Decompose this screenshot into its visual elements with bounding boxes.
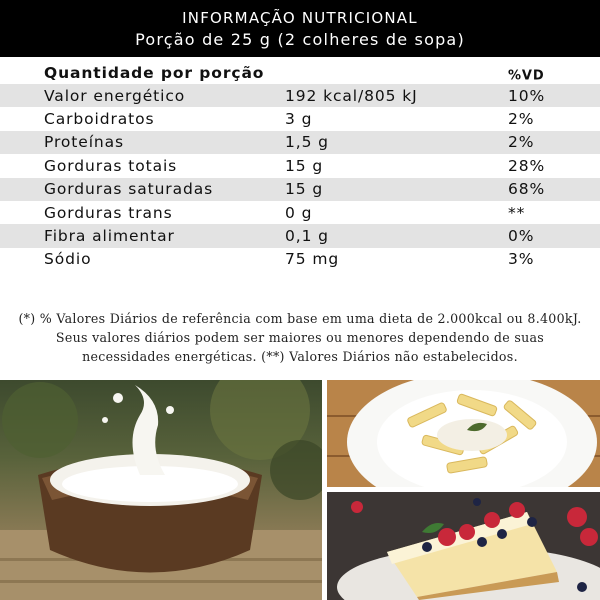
table-row: Sódio 75 mg 3% bbox=[0, 248, 600, 271]
table-row: Gorduras trans 0 g ** bbox=[0, 201, 600, 224]
nutrient-amount: 15 g bbox=[285, 180, 324, 199]
nutrient-amount: 0,1 g bbox=[285, 227, 329, 246]
nutrient-amount: 75 mg bbox=[285, 250, 340, 269]
cheesecake-photo bbox=[327, 492, 600, 600]
nutrient-amount: 192 kcal/805 kJ bbox=[285, 86, 418, 105]
coconut-photo bbox=[0, 380, 322, 600]
nutrient-amount: 1,5 g bbox=[285, 133, 329, 152]
table-row: Valor energético 192 kcal/805 kJ 10% bbox=[0, 84, 600, 108]
table-row: Fibra alimentar 0,1 g 0% bbox=[0, 224, 600, 248]
nutrient-vd: 3% bbox=[508, 250, 535, 269]
quantity-header: Quantidade por porção bbox=[44, 64, 265, 82]
table-row: Gorduras saturadas 15 g 68% bbox=[0, 177, 600, 201]
footnote: (*) % Valores Diários de referência com … bbox=[18, 311, 582, 364]
nutrient-vd: 2% bbox=[508, 133, 535, 152]
nutrient-name: Gorduras saturadas bbox=[44, 180, 214, 199]
nutrient-amount: 15 g bbox=[285, 156, 324, 175]
nutrient-name: Fibra alimentar bbox=[44, 227, 175, 246]
table-row: Carboidratos 3 g 2% bbox=[0, 107, 600, 130]
nutrient-name: Gorduras totais bbox=[44, 156, 178, 175]
nutrient-amount: 3 g bbox=[285, 110, 313, 129]
pasta-photo bbox=[327, 380, 600, 487]
nutrition-header: INFORMAÇÃO NUTRICIONAL Porção de 25 g (2… bbox=[0, 0, 600, 57]
nutrient-name: Valor energético bbox=[44, 86, 186, 105]
nutrient-amount: 0 g bbox=[285, 203, 313, 222]
nutrient-name: Proteínas bbox=[44, 133, 125, 152]
nutrient-name: Carboidratos bbox=[44, 110, 155, 129]
nutrition-table: Quantidade por porção %VD Valor energéti… bbox=[0, 62, 600, 271]
serving-size: Porção de 25 g (2 colheres de sopa) bbox=[135, 30, 465, 49]
table-row: Proteínas 1,5 g 2% bbox=[0, 130, 600, 155]
nutrient-name: Sódio bbox=[44, 250, 92, 269]
nutrient-vd: 10% bbox=[508, 86, 546, 105]
nutrient-vd: 0% bbox=[508, 227, 535, 246]
nutrient-name: Gorduras trans bbox=[44, 203, 173, 222]
nutrient-vd: 2% bbox=[508, 110, 535, 129]
nutrient-vd: 28% bbox=[508, 156, 546, 175]
nutrient-vd: 68% bbox=[508, 180, 546, 199]
vd-header: %VD bbox=[508, 68, 545, 84]
table-header-row: Quantidade por porção %VD bbox=[0, 62, 600, 84]
table-row: Gorduras totais 15 g 28% bbox=[0, 154, 600, 177]
nutrition-title: INFORMAÇÃO NUTRICIONAL bbox=[182, 9, 418, 27]
nutrient-vd: ** bbox=[508, 203, 526, 222]
